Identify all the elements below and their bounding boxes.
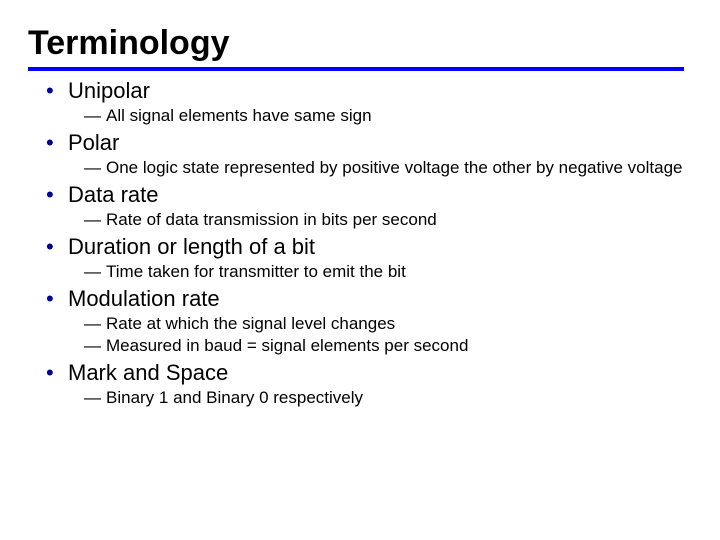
desc-item: Measured in baud = signal elements per s… [84,335,684,357]
term-label: Polar [68,129,684,157]
term-list: Unipolar All signal elements have same s… [28,77,684,409]
term-label: Duration or length of a bit [68,233,684,261]
term-item: Modulation rate Rate at which the signal… [46,285,684,357]
title-underline [28,67,684,71]
slide-title: Terminology [28,24,684,63]
desc-list: Time taken for transmitter to emit the b… [68,261,684,283]
desc-item: All signal elements have same sign [84,105,684,127]
desc-item: Time taken for transmitter to emit the b… [84,261,684,283]
desc-list: All signal elements have same sign [68,105,684,127]
term-item: Mark and Space Binary 1 and Binary 0 res… [46,359,684,409]
desc-list: One logic state represented by positive … [68,157,684,179]
desc-item: Binary 1 and Binary 0 respectively [84,387,684,409]
term-label: Modulation rate [68,285,684,313]
desc-item: One logic state represented by positive … [84,157,684,179]
desc-item: Rate at which the signal level changes [84,313,684,335]
term-label: Unipolar [68,77,684,105]
desc-list: Rate of data transmission in bits per se… [68,209,684,231]
term-item: Duration or length of a bit Time taken f… [46,233,684,283]
desc-list: Binary 1 and Binary 0 respectively [68,387,684,409]
term-item: Unipolar All signal elements have same s… [46,77,684,127]
desc-list: Rate at which the signal level changes M… [68,313,684,357]
term-item: Data rate Rate of data transmission in b… [46,181,684,231]
slide: Terminology Unipolar All signal elements… [0,0,720,540]
term-item: Polar One logic state represented by pos… [46,129,684,179]
desc-item: Rate of data transmission in bits per se… [84,209,684,231]
term-label: Data rate [68,181,684,209]
term-label: Mark and Space [68,359,684,387]
